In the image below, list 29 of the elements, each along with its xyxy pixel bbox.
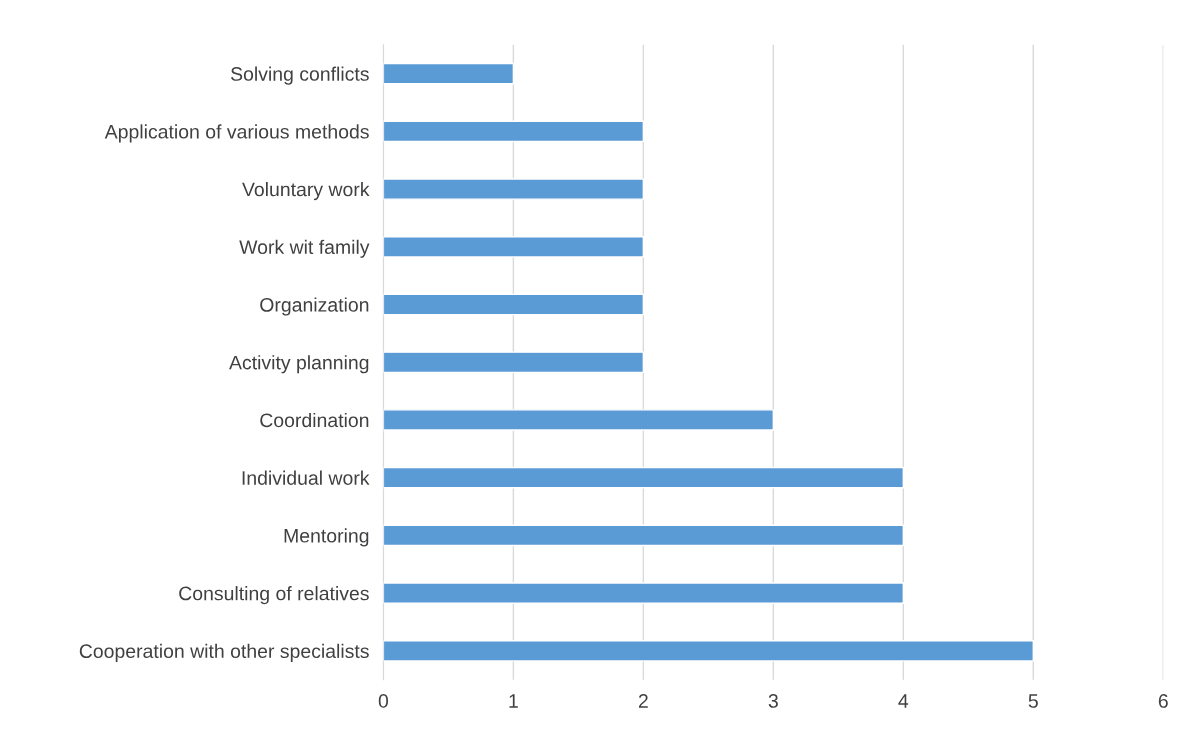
bar — [383, 62, 515, 85]
bar — [383, 640, 1034, 662]
bar — [383, 466, 905, 489]
x-tick-label: 3 — [768, 694, 778, 708]
x-tick-label: 4 — [898, 694, 909, 708]
x-tick-label: 6 — [1158, 694, 1168, 708]
y-tick-label: Consulting of relatives — [179, 586, 369, 605]
y-tick-label: Voluntary work — [242, 182, 370, 201]
y-tick-label: Solving conflicts — [230, 66, 369, 85]
x-tick-label: 2 — [638, 694, 648, 708]
bar — [383, 293, 645, 316]
bar — [383, 409, 775, 431]
y-tick-label: Organization — [260, 297, 369, 316]
y-tick-label: Coordination — [260, 412, 369, 428]
x-tick-label: 0 — [378, 694, 389, 708]
y-tick-label: Work wit family — [239, 239, 370, 258]
bar — [383, 582, 905, 604]
bar — [383, 524, 905, 547]
bar — [383, 120, 645, 143]
y-tick-label: Individual work — [242, 470, 370, 485]
bar — [383, 235, 645, 258]
y-tick-label: Mentoring — [284, 528, 369, 547]
y-tick-label: Activity planning — [229, 355, 369, 374]
x-tick-label: 5 — [1028, 694, 1038, 708]
x-tick-label: 1 — [509, 694, 518, 708]
y-tick-label: Cooperation with other specialists — [79, 643, 369, 662]
bar — [383, 178, 645, 200]
bar — [383, 351, 645, 374]
y-tick-label: Application of various methods — [104, 124, 369, 143]
